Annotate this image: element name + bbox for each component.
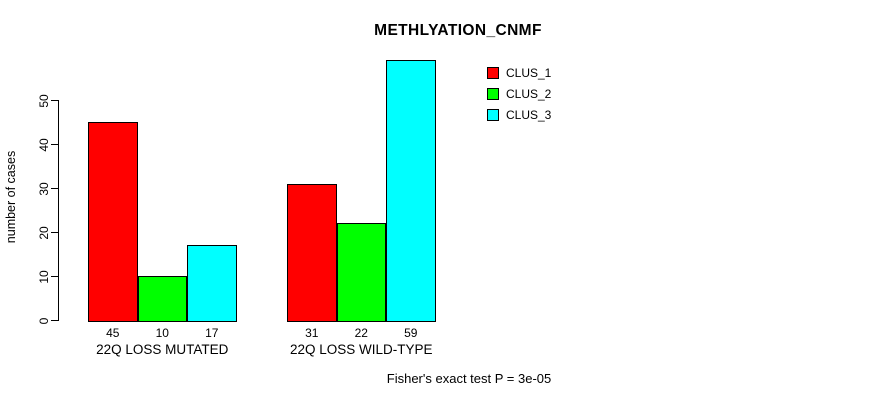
y-axis-tick — [51, 276, 58, 277]
bar-clus-2-group-1 — [336, 223, 386, 322]
legend-label: CLUS_2 — [506, 86, 552, 101]
y-axis-tick — [51, 100, 58, 101]
y-axis-tick — [51, 320, 58, 321]
bar-clus-2-group-0 — [137, 276, 187, 322]
y-axis-line — [58, 100, 59, 321]
bar-value-label: 31 — [305, 326, 319, 340]
x-category-label: 22Q LOSS WILD-TYPE — [289, 342, 433, 357]
legend: CLUS_1 CLUS_2 CLUS_3 — [487, 62, 551, 125]
y-axis-tick-label: 30 — [37, 181, 51, 196]
y-axis-tick-label: 10 — [37, 269, 51, 284]
y-axis-tick — [51, 144, 58, 145]
y-axis-tick — [51, 188, 58, 189]
bar-clus-3-group-0 — [187, 245, 237, 322]
y-axis-tick — [51, 232, 58, 233]
legend-item: CLUS_2 — [487, 83, 551, 104]
chart-title: METHLYATION_CNMF — [374, 22, 542, 39]
bar-value-label: 10 — [155, 326, 169, 340]
y-axis-tick-label: 40 — [37, 137, 51, 152]
legend-label: CLUS_3 — [506, 107, 552, 122]
y-axis-tick-label: 0 — [37, 317, 51, 324]
bar-value-label: 22 — [354, 326, 368, 340]
legend-item: CLUS_3 — [487, 104, 551, 125]
bar-value-label: 17 — [205, 326, 219, 340]
legend-item: CLUS_1 — [487, 62, 551, 83]
legend-label: CLUS_1 — [506, 65, 552, 80]
x-category-label: 22Q LOSS MUTATED — [96, 342, 229, 357]
legend-swatch-clus-1 — [487, 66, 499, 79]
y-axis-tick-label: 50 — [37, 93, 51, 108]
y-axis-title: number of cases — [4, 150, 18, 244]
bar-value-label: 45 — [106, 326, 120, 340]
legend-swatch-clus-3 — [487, 108, 499, 121]
bar-clus-1-group-1 — [287, 183, 337, 322]
fisher-test-annotation: Fisher's exact test P = 3e-05 — [386, 371, 552, 386]
bar-clus-1-group-0 — [88, 122, 138, 322]
legend-swatch-clus-2 — [487, 87, 499, 100]
bar-clus-3-group-1 — [386, 60, 436, 322]
bar-value-label: 59 — [404, 326, 418, 340]
y-axis-tick-label: 20 — [37, 225, 51, 240]
